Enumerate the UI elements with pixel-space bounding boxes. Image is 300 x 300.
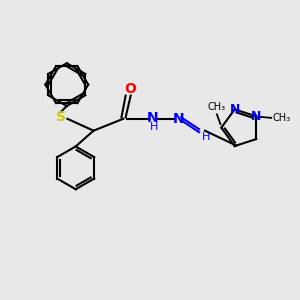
Text: H: H — [149, 122, 158, 132]
Text: N: N — [251, 110, 262, 123]
Text: N: N — [172, 112, 184, 126]
Text: CH₃: CH₃ — [208, 102, 226, 112]
Text: S: S — [56, 110, 66, 124]
Text: CH₃: CH₃ — [273, 113, 291, 123]
Text: N: N — [230, 103, 240, 116]
Text: N: N — [147, 111, 159, 125]
Text: H: H — [201, 132, 210, 142]
Text: O: O — [125, 82, 136, 96]
